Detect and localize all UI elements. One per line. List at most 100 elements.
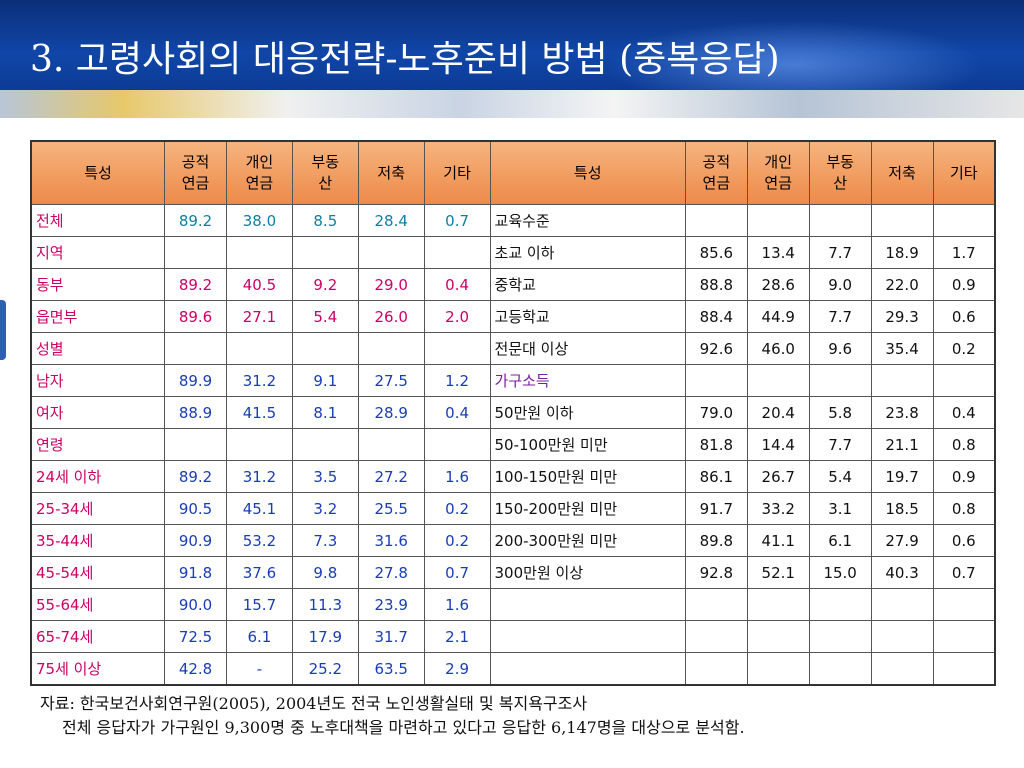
left-value-cell bbox=[423, 332, 491, 365]
footnote-scope-line: 전체 응답자가 가구원인 9,300명 중 노후대책을 마련하고 있다고 응답한… bbox=[62, 718, 745, 737]
left-value-cell: 0.7 bbox=[423, 556, 491, 589]
right-value-cell: 40.3 bbox=[870, 556, 934, 589]
left-value-cell: 27.1 bbox=[225, 300, 293, 333]
left-value-cell bbox=[423, 428, 491, 461]
left-value-cell: - bbox=[225, 652, 293, 686]
header-cell: 부동 산 bbox=[808, 140, 872, 205]
left-value-cell: 9.2 bbox=[291, 268, 359, 301]
left-value-cell: 37.6 bbox=[225, 556, 293, 589]
right-value-cell: 20.4 bbox=[746, 396, 810, 429]
right-value-cell bbox=[932, 588, 996, 621]
right-value-cell: 0.4 bbox=[932, 396, 996, 429]
left-row-label: 남자 bbox=[30, 364, 166, 397]
left-value-cell bbox=[225, 332, 293, 365]
right-value-cell bbox=[746, 620, 810, 653]
left-row-label: 여자 bbox=[30, 396, 166, 429]
left-value-cell: 42.8 bbox=[164, 652, 227, 686]
right-value-cell: 7.7 bbox=[808, 428, 872, 461]
right-row-label: 전문대 이상 bbox=[489, 332, 686, 365]
left-value-cell bbox=[291, 428, 359, 461]
header-cell: 특성 bbox=[30, 140, 166, 205]
right-value-cell: 88.4 bbox=[684, 300, 748, 333]
right-value-cell bbox=[932, 204, 996, 237]
left-value-cell bbox=[423, 236, 491, 269]
left-value-cell: 2.9 bbox=[423, 652, 491, 686]
right-value-cell: 0.8 bbox=[932, 492, 996, 525]
right-value-cell bbox=[870, 204, 934, 237]
right-value-cell: 14.4 bbox=[746, 428, 810, 461]
left-value-cell: 31.2 bbox=[225, 460, 293, 493]
left-value-cell bbox=[225, 236, 293, 269]
left-value-cell: 1.2 bbox=[423, 364, 491, 397]
left-value-cell: 17.9 bbox=[291, 620, 359, 653]
table-row: 25-34세 90.5 45.1 3.2 25.5 0.2 150-200만원 미만 91.7… bbox=[30, 492, 996, 525]
header-cell: 기타 bbox=[423, 140, 491, 205]
left-row-label: 지역 bbox=[30, 236, 166, 269]
left-value-cell: 11.3 bbox=[291, 588, 359, 621]
left-row-label: 동부 bbox=[30, 268, 166, 301]
right-value-cell bbox=[870, 588, 934, 621]
table-row: 동부 89.2 40.5 9.2 29.0 0.4 중학교 88.8 28.6 9.0 22.0 0.… bbox=[30, 268, 996, 301]
right-value-cell bbox=[932, 364, 996, 397]
left-value-cell: 89.2 bbox=[164, 204, 227, 237]
right-value-cell: 92.8 bbox=[684, 556, 748, 589]
right-value-cell: 9.6 bbox=[808, 332, 872, 365]
right-value-cell bbox=[870, 364, 934, 397]
left-value-cell: 53.2 bbox=[225, 524, 293, 557]
right-row-label: 300만원 이상 bbox=[489, 556, 686, 589]
right-value-cell: 0.6 bbox=[932, 300, 996, 333]
left-value-cell: 3.5 bbox=[291, 460, 359, 493]
right-value-cell bbox=[684, 620, 748, 653]
right-row-label bbox=[489, 652, 686, 686]
right-value-cell: 23.8 bbox=[870, 396, 934, 429]
right-value-cell: 22.0 bbox=[870, 268, 934, 301]
table-header-row: 특성 공적 연금 개인 연금 부동 산 저축 기타 특성 공적 연금 개인 연금 부동 산 … bbox=[30, 140, 996, 205]
right-value-cell bbox=[746, 204, 810, 237]
right-row-label: 50만원 이하 bbox=[489, 396, 686, 429]
right-value-cell: 19.7 bbox=[870, 460, 934, 493]
left-value-cell bbox=[291, 332, 359, 365]
left-value-cell bbox=[164, 332, 227, 365]
left-value-cell: 88.9 bbox=[164, 396, 227, 429]
left-value-cell: 90.9 bbox=[164, 524, 227, 557]
table-row: 남자 89.9 31.2 9.1 27.5 1.2 가구소득 bbox=[30, 364, 996, 397]
left-value-cell: 25.2 bbox=[291, 652, 359, 686]
table-row: 55-64세 90.0 15.7 11.3 23.9 1.6 bbox=[30, 588, 996, 621]
left-value-cell: 23.9 bbox=[357, 588, 425, 621]
left-row-label: 성별 bbox=[30, 332, 166, 365]
right-value-cell: 21.1 bbox=[870, 428, 934, 461]
right-value-cell: 7.7 bbox=[808, 236, 872, 269]
right-row-label: 초교 이하 bbox=[489, 236, 686, 269]
left-row-label: 65-74세 bbox=[30, 620, 166, 653]
table-row: 65-74세 72.5 6.1 17.9 31.7 2.1 bbox=[30, 620, 996, 653]
left-value-cell: 63.5 bbox=[357, 652, 425, 686]
left-value-cell: 89.2 bbox=[164, 268, 227, 301]
right-value-cell: 29.3 bbox=[870, 300, 934, 333]
right-value-cell: 81.8 bbox=[684, 428, 748, 461]
right-value-cell: 0.7 bbox=[932, 556, 996, 589]
right-value-cell bbox=[746, 588, 810, 621]
left-row-label: 35-44세 bbox=[30, 524, 166, 557]
table-row: 성별 전문대 이상 92.6 46.0 9.6 35.4 0.2 bbox=[30, 332, 996, 365]
left-value-cell: 0.7 bbox=[423, 204, 491, 237]
left-row-label: 읍면부 bbox=[30, 300, 166, 333]
header-cell: 공적 연금 bbox=[684, 140, 748, 205]
left-value-cell: 40.5 bbox=[225, 268, 293, 301]
left-value-cell: 3.2 bbox=[291, 492, 359, 525]
slide-header: 3. 고령사회의 대응전략-노후준비 방법 (중복응답) bbox=[0, 0, 1024, 118]
source-footnote: 자료: 한국보건사회연구원(2005), 2004년도 전국 노인생활실태 및 … bbox=[40, 692, 1000, 740]
header-cell: 기타 bbox=[932, 140, 996, 205]
retirement-prep-table: 특성 공적 연금 개인 연금 부동 산 저축 기타 특성 공적 연금 개인 연금 부동 산 … bbox=[30, 140, 996, 686]
right-value-cell: 28.6 bbox=[746, 268, 810, 301]
left-value-cell: 1.6 bbox=[423, 588, 491, 621]
right-value-cell bbox=[932, 620, 996, 653]
right-value-cell bbox=[684, 588, 748, 621]
right-value-cell: 91.7 bbox=[684, 492, 748, 525]
left-value-cell: 31.2 bbox=[225, 364, 293, 397]
table-row: 읍면부 89.6 27.1 5.4 26.0 2.0 고등학교 88.4 44.9 7.7 29.3… bbox=[30, 300, 996, 333]
right-value-cell: 0.8 bbox=[932, 428, 996, 461]
right-value-cell bbox=[808, 364, 872, 397]
right-row-label: 100-150만원 미만 bbox=[489, 460, 686, 493]
left-value-cell: 0.4 bbox=[423, 396, 491, 429]
right-value-cell: 52.1 bbox=[746, 556, 810, 589]
